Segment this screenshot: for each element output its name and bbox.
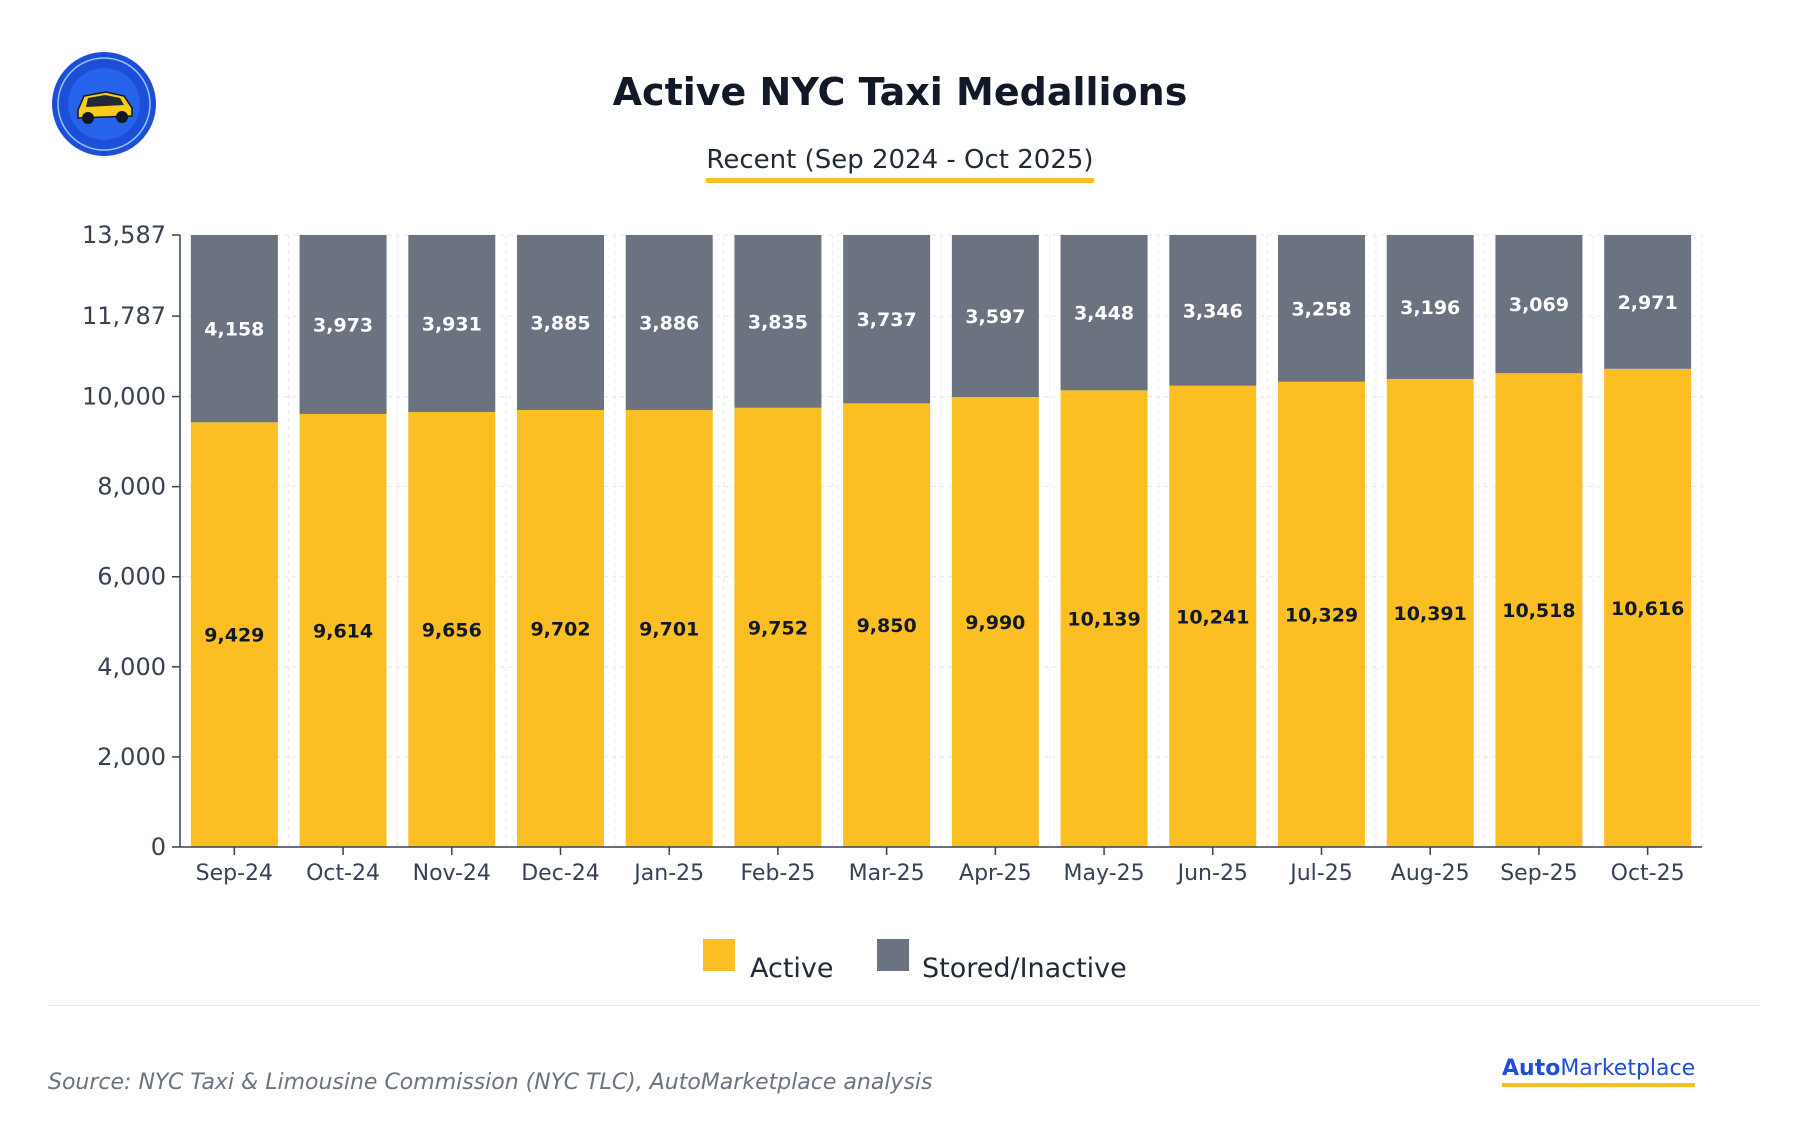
source-note: Source: NYC Taxi & Limousine Commission … [48,1070,933,1095]
data-label-stored: 3,885 [530,312,590,334]
brand-part-auto: Auto [1502,1056,1561,1081]
y-tick-label: 2,000 [97,743,166,771]
stacked-bar-chart: 0 2,000 4,000 6,000 8,000 10,000 11,787 13,587 9… [82,221,1703,984]
bar-stored [1278,235,1365,382]
bar-active [734,407,822,847]
data-label-stored: 3,258 [1291,298,1351,320]
legend-swatch-stored [877,939,909,971]
data-label-active: 9,614 [313,620,373,642]
bar-stored [1169,235,1257,386]
brand-logo-badge [52,52,156,156]
data-label-stored: 3,931 [422,314,482,336]
x-tick-label: Jul-25 [1288,861,1352,886]
data-label-stored: 3,737 [857,309,917,331]
bar-stored [1604,235,1692,369]
data-label-active: 10,518 [1502,600,1575,622]
bar-stored [625,235,713,411]
bar-stored [1495,235,1583,374]
y-tick-label: 11,787 [82,302,166,330]
x-tick-label: Aug-25 [1391,861,1470,886]
y-tick-label: 4,000 [97,653,166,681]
bar-stored [951,235,1039,398]
data-label-stored: 3,886 [639,313,699,335]
bar-stored [843,235,931,404]
data-label-active: 10,241 [1176,606,1249,628]
bar-stored [517,235,604,410]
data-label-active: 9,701 [639,619,699,641]
brand-wordmark: AutoMarketplace [1502,1056,1696,1087]
data-label-stored: 4,158 [204,319,264,341]
x-tick-label: Oct-25 [1611,861,1685,886]
data-label-active: 9,702 [530,618,590,640]
bar-active [517,409,604,847]
y-tick-label: 10,000 [82,383,166,411]
data-label-active: 9,656 [422,620,482,642]
x-tick-label: Jun-25 [1176,861,1248,886]
bar-stored [299,235,387,414]
bar-active [190,422,278,847]
bar-active [951,397,1039,847]
bar-stored [408,235,496,413]
bar-active [1386,378,1474,847]
legend-label-active: Active [750,953,834,984]
x-tick-label: Sep-24 [196,861,273,886]
bar-active [1495,373,1583,847]
bar-active [1604,368,1692,847]
y-tick-label: 8,000 [97,473,166,501]
bar-stored [734,235,822,408]
y-tick-label: 6,000 [97,563,166,591]
y-tick-label: 13,587 [82,221,166,249]
bar-stored [1386,235,1474,379]
data-label-active: 10,616 [1611,598,1684,620]
x-tick-label: Dec-24 [521,861,600,886]
data-label-stored: 2,971 [1618,292,1678,314]
bar-active [1278,381,1365,847]
data-label-stored: 3,597 [965,306,1025,328]
bar-active [408,412,496,847]
x-tick-label: Mar-25 [849,861,925,886]
bar-active [843,403,931,847]
data-label-stored: 3,069 [1509,294,1569,316]
bar-active [1169,385,1257,847]
legend-swatch-active [703,939,735,971]
legend-label-stored: Stored/Inactive [922,953,1127,984]
data-label-active: 9,850 [857,615,917,637]
chart-title: Active NYC Taxi Medallions [612,70,1188,114]
bar-active [299,413,387,847]
data-label-active: 9,429 [204,625,264,647]
x-tick-label: Jan-25 [632,861,704,886]
data-label-active: 10,329 [1285,604,1358,626]
x-tick-label: Oct-24 [306,861,380,886]
x-tick-label: Nov-24 [413,861,491,886]
data-label-active: 10,391 [1394,603,1467,625]
chart-subtitle: Recent (Sep 2024 - Oct 2025) [706,145,1094,183]
y-tick-label: 0 [151,833,166,861]
data-label-stored: 3,448 [1074,303,1134,325]
bar-stored [1060,235,1148,391]
bar-stored [190,235,278,423]
x-tick-label: May-25 [1064,861,1145,886]
x-tick-label: Feb-25 [740,861,815,886]
data-label-active: 9,990 [965,612,1025,634]
data-label-active: 10,139 [1067,609,1140,631]
data-label-stored: 3,196 [1400,297,1460,319]
bar-active [625,410,713,847]
data-label-stored: 3,973 [313,314,373,336]
taxi-icon [77,91,133,124]
brand-part-marketplace: Marketplace [1560,1056,1696,1081]
data-label-active: 9,752 [748,617,808,639]
divider [48,1005,1760,1006]
data-label-stored: 3,835 [748,311,808,333]
data-label-stored: 3,346 [1183,300,1243,322]
x-tick-label: Apr-25 [959,861,1032,886]
bar-active [1060,390,1148,847]
x-tick-label: Sep-25 [1500,861,1577,886]
